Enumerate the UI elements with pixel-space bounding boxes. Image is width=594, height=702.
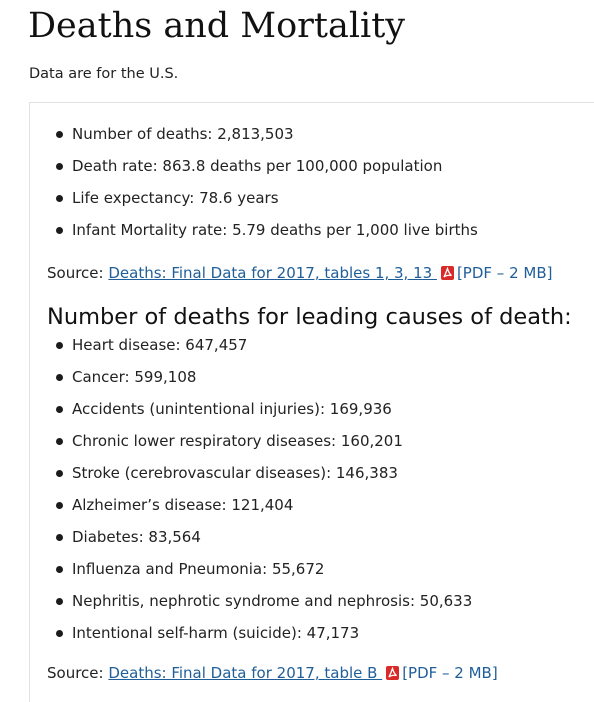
list-item-death-rate: Death rate: 863.8 deaths per 100,000 pop… bbox=[30, 156, 478, 188]
list-item-cause: Alzheimer’s disease: 121,404 bbox=[30, 495, 472, 527]
list-item-text: Death rate: 863.8 deaths per 100,000 pop… bbox=[72, 157, 443, 175]
stats-list: Number of deaths: 2,813,503 Death rate: … bbox=[30, 124, 478, 252]
bullet-icon bbox=[56, 163, 63, 170]
pdf-icon bbox=[440, 266, 454, 280]
bullet-icon bbox=[56, 195, 63, 202]
list-item-cause: Diabetes: 83,564 bbox=[30, 527, 472, 559]
leading-causes-heading: Number of deaths for leading causes of d… bbox=[47, 304, 572, 330]
bullet-icon bbox=[56, 342, 63, 349]
list-item-cause: Heart disease: 647,457 bbox=[30, 335, 472, 367]
mortality-card: Number of deaths: 2,813,503 Death rate: … bbox=[29, 102, 594, 702]
list-item-cause: Cancer: 599,108 bbox=[30, 367, 472, 399]
source-line-1: Source: Deaths: Final Data for 2017, tab… bbox=[47, 263, 552, 283]
list-item-text: Number of deaths: 2,813,503 bbox=[72, 125, 294, 143]
list-item-text: Nephritis, nephrotic syndrome and nephro… bbox=[72, 592, 473, 610]
list-item-text: Intentional self-harm (suicide): 47,173 bbox=[72, 624, 360, 642]
list-item-cause: Influenza and Pneumonia: 55,672 bbox=[30, 559, 472, 591]
list-item-number-of-deaths: Number of deaths: 2,813,503 bbox=[30, 124, 478, 156]
list-item-text: Influenza and Pneumonia: 55,672 bbox=[72, 560, 325, 578]
bullet-icon bbox=[56, 566, 63, 573]
list-item-text: Diabetes: 83,564 bbox=[72, 528, 201, 546]
pdf-size-label: [PDF – 2 MB] bbox=[402, 664, 498, 682]
list-item-cause: Chronic lower respiratory diseases: 160,… bbox=[30, 431, 472, 463]
list-item-cause: Stroke (cerebrovascular diseases): 146,3… bbox=[30, 463, 472, 495]
list-item-text: Infant Mortality rate: 5.79 deaths per 1… bbox=[72, 221, 478, 239]
bullet-icon bbox=[56, 534, 63, 541]
list-item-life-expectancy: Life expectancy: 78.6 years bbox=[30, 188, 478, 220]
source-link-final-data-table-b[interactable]: Deaths: Final Data for 2017, table B bbox=[108, 664, 383, 682]
list-item-text: Chronic lower respiratory diseases: 160,… bbox=[72, 432, 403, 450]
bullet-icon bbox=[56, 131, 63, 138]
bullet-icon bbox=[56, 630, 63, 637]
list-item-text: Heart disease: 647,457 bbox=[72, 336, 248, 354]
bullet-icon bbox=[56, 227, 63, 234]
list-item-text: Alzheimer’s disease: 121,404 bbox=[72, 496, 294, 514]
page-title: Deaths and Mortality bbox=[28, 6, 406, 46]
list-item-text: Cancer: 599,108 bbox=[72, 368, 197, 386]
list-item-cause: Accidents (unintentional injuries): 169,… bbox=[30, 399, 472, 431]
source-prefix: Source: bbox=[47, 664, 109, 682]
bullet-icon bbox=[56, 374, 63, 381]
list-item-text: Accidents (unintentional injuries): 169,… bbox=[72, 400, 392, 418]
list-item-cause: Nephritis, nephrotic syndrome and nephro… bbox=[30, 591, 472, 623]
bullet-icon bbox=[56, 470, 63, 477]
list-item-infant-mortality: Infant Mortality rate: 5.79 deaths per 1… bbox=[30, 220, 478, 252]
list-item-cause: Intentional self-harm (suicide): 47,173 bbox=[30, 623, 472, 655]
source-line-2: Source: Deaths: Final Data for 2017, tab… bbox=[47, 663, 498, 683]
source-link-final-data-tables[interactable]: Deaths: Final Data for 2017, tables 1, 3… bbox=[108, 264, 437, 282]
bullet-icon bbox=[56, 598, 63, 605]
pdf-size-label: [PDF – 2 MB] bbox=[456, 264, 553, 282]
list-item-text: Stroke (cerebrovascular diseases): 146,3… bbox=[72, 464, 398, 482]
bullet-icon bbox=[56, 438, 63, 445]
leading-causes-list: Heart disease: 647,457 Cancer: 599,108 A… bbox=[30, 335, 472, 655]
pdf-icon bbox=[386, 666, 400, 680]
page-intro: Data are for the U.S. bbox=[29, 66, 179, 82]
bullet-icon bbox=[56, 502, 63, 509]
list-item-text: Life expectancy: 78.6 years bbox=[72, 189, 279, 207]
bullet-icon bbox=[56, 406, 63, 413]
source-prefix: Source: bbox=[47, 264, 109, 282]
